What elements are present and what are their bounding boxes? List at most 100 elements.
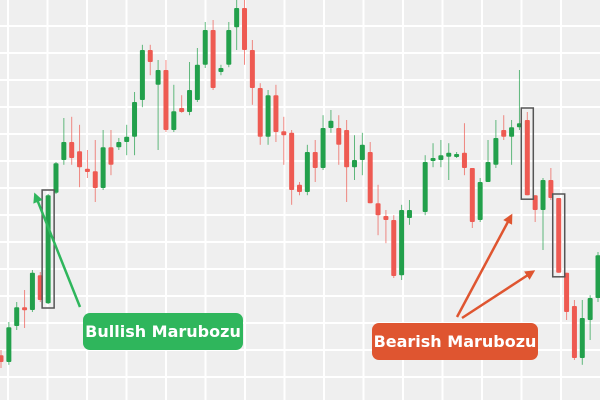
candle-body [509, 127, 515, 137]
candle-body [289, 132, 295, 190]
candle [540, 178, 546, 250]
candle [579, 300, 585, 365]
candle [108, 130, 114, 176]
candle [493, 120, 499, 168]
annotation-arrow [455, 213, 513, 318]
candle-body [77, 151, 83, 168]
candle-body [179, 108, 185, 112]
candle [454, 152, 460, 158]
candle-body [454, 154, 460, 157]
candle-body [132, 102, 138, 137]
candle-body [336, 128, 342, 145]
candle-body [234, 8, 240, 28]
candle-body [406, 210, 412, 218]
candle [571, 300, 577, 360]
candle-body [485, 162, 491, 182]
candle-body [399, 210, 405, 276]
candle [351, 135, 357, 180]
candle [14, 302, 20, 330]
candle-body [438, 155, 444, 160]
candle [501, 115, 507, 140]
candle [84, 150, 90, 178]
candle [45, 194, 51, 304]
annotation-arrows [33, 192, 536, 320]
marubozu-highlight-box [41, 189, 55, 309]
candle [391, 215, 397, 278]
candle-body [249, 50, 255, 88]
candle-body [29, 272, 35, 310]
candle-body [84, 168, 90, 172]
candle [0, 350, 4, 368]
candle-body [367, 152, 373, 204]
candle [171, 84, 177, 132]
bullish-marubozu-label: Bullish Marubozu [83, 313, 243, 350]
candle [469, 168, 475, 228]
candle [29, 270, 35, 312]
candle-body [242, 8, 248, 50]
candle-body [540, 180, 546, 210]
candle-body [187, 90, 193, 112]
candle [234, 0, 240, 50]
candle [257, 83, 263, 145]
candle [100, 130, 106, 190]
candle-body [344, 130, 350, 168]
candle [132, 92, 138, 156]
candle [461, 123, 467, 176]
candle [485, 140, 491, 182]
candle [587, 295, 593, 340]
candle-body [265, 95, 271, 137]
candle [147, 44, 153, 76]
candle [320, 115, 326, 170]
annotation-arrow [33, 192, 82, 308]
candle-body [297, 184, 302, 192]
candle [375, 184, 381, 236]
candle [430, 143, 436, 168]
candle [383, 210, 389, 244]
candle-body [194, 64, 200, 100]
candle-body [92, 171, 98, 188]
candle-body [0, 355, 4, 362]
candle [297, 182, 302, 196]
candle-body [461, 152, 467, 168]
candle-body [108, 147, 114, 165]
candle-body [328, 120, 334, 128]
candle [61, 118, 67, 165]
candle-body [100, 147, 106, 188]
candle [77, 124, 83, 188]
candle [556, 198, 562, 273]
candle-body [391, 220, 397, 276]
candle-body [375, 203, 381, 216]
candle [422, 155, 428, 216]
candle [249, 40, 255, 105]
candle-body [564, 272, 570, 312]
candle [399, 204, 405, 280]
candle [116, 138, 122, 150]
candle-body [139, 50, 145, 100]
candle-body [477, 182, 483, 220]
candle [438, 140, 444, 168]
candle [509, 120, 515, 165]
candle [289, 130, 295, 205]
candle-body [312, 152, 318, 168]
candle-body [45, 195, 51, 304]
candle [22, 290, 28, 328]
candle-body [202, 30, 208, 65]
candle-body [320, 128, 326, 168]
candle-body [383, 216, 389, 220]
candle-body [218, 68, 224, 72]
candle [139, 44, 145, 108]
candle [6, 322, 12, 365]
candle [194, 48, 200, 102]
candles [0, 0, 600, 368]
candle [406, 200, 412, 225]
candle-body [422, 162, 428, 212]
candle-body [587, 298, 593, 320]
candle [163, 60, 169, 132]
annotation-arrow [461, 270, 536, 320]
candle-body [210, 30, 216, 88]
candle [336, 115, 342, 165]
candle [179, 95, 185, 113]
candle-body [304, 152, 310, 192]
candle [304, 144, 310, 196]
